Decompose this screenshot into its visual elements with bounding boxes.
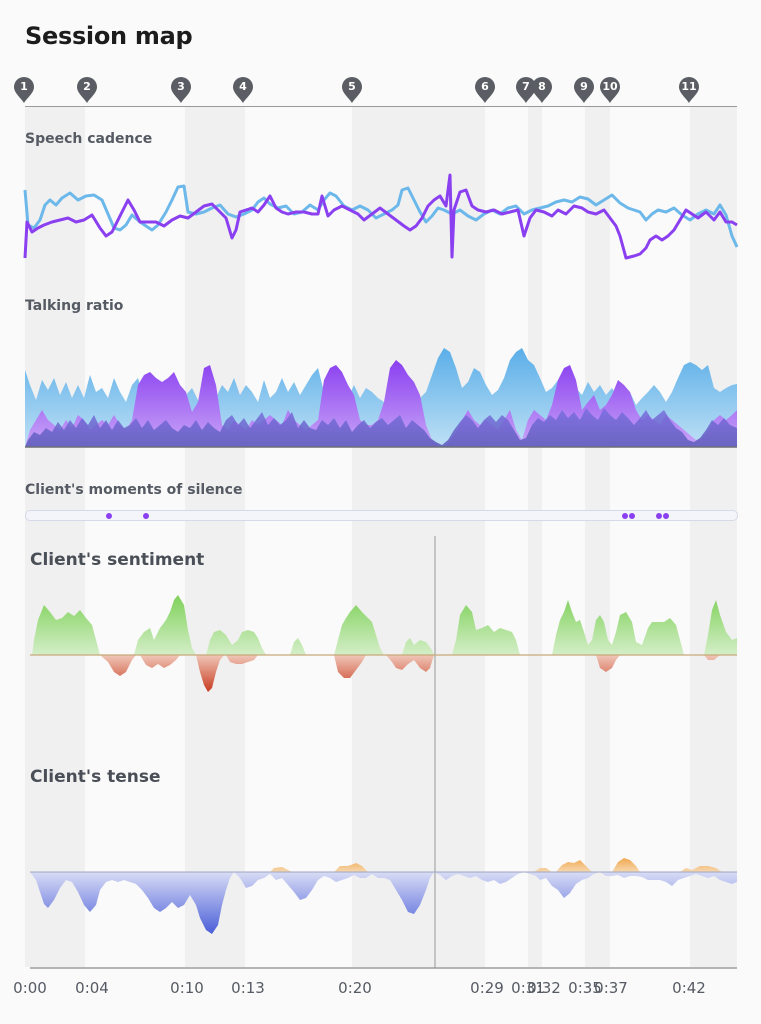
marker-pin-7[interactable]: 7 <box>515 76 537 104</box>
silence-dot[interactable] <box>143 512 149 519</box>
time-tick-label: 0:13 <box>231 979 265 997</box>
tense-label: Client's tense <box>30 767 161 787</box>
page-title: Session map <box>25 22 193 50</box>
silence-track <box>25 510 738 521</box>
cadence-line-client <box>23 173 738 260</box>
time-tick-label: 0:42 <box>672 979 706 997</box>
time-tick-label: 0:10 <box>170 979 204 997</box>
silence-dot[interactable] <box>629 512 635 519</box>
time-tick-label: 0:20 <box>338 979 372 997</box>
marker-baseline <box>25 106 737 107</box>
time-tick-label: 0:00 <box>13 979 47 997</box>
marker-pin-11[interactable]: 11 <box>678 76 700 104</box>
tense-high-area <box>270 858 722 872</box>
marker-pin-6[interactable]: 6 <box>474 76 496 104</box>
speech-cadence-label: Speech cadence <box>25 131 153 147</box>
silence-dot[interactable] <box>106 512 112 519</box>
marker-pin-2[interactable]: 2 <box>76 76 98 104</box>
marker-pin-5[interactable]: 5 <box>341 76 363 104</box>
sentiment-chart <box>30 595 737 692</box>
tense-low-area <box>30 872 737 934</box>
marker-pin-1[interactable]: 1 <box>13 76 35 104</box>
sentiment-label: Client's sentiment <box>30 550 205 570</box>
cadence-line-therapist <box>23 184 739 248</box>
silence-dot[interactable] <box>656 512 662 519</box>
sentiment-positive-area <box>32 595 737 655</box>
time-tick-label: 0:32 <box>527 979 561 997</box>
marker-pin-4[interactable]: 4 <box>232 76 254 104</box>
speech-cadence-chart <box>23 173 739 260</box>
time-tick-label: 0:31 <box>511 979 545 997</box>
talking-ratio-label: Talking ratio <box>25 298 124 314</box>
sentiment-negative-area <box>100 655 720 692</box>
tense-chart <box>30 858 737 934</box>
time-tick-label: 0:37 <box>594 979 628 997</box>
marker-pin-10[interactable]: 10 <box>599 76 621 104</box>
time-tick-label: 0:29 <box>470 979 504 997</box>
marker-pin-8[interactable]: 8 <box>531 76 553 104</box>
time-tick-label: 0:35 <box>568 979 602 997</box>
talking-ratio-chart <box>25 348 737 448</box>
marker-pin-9[interactable]: 9 <box>573 76 595 104</box>
marker-pin-3[interactable]: 3 <box>170 76 192 104</box>
silence-label: Client's moments of silence <box>25 482 243 498</box>
time-tick-label: 0:04 <box>75 979 109 997</box>
silence-dot[interactable] <box>663 512 669 519</box>
silence-dot[interactable] <box>622 512 628 519</box>
talking-area-indigo <box>25 408 737 447</box>
